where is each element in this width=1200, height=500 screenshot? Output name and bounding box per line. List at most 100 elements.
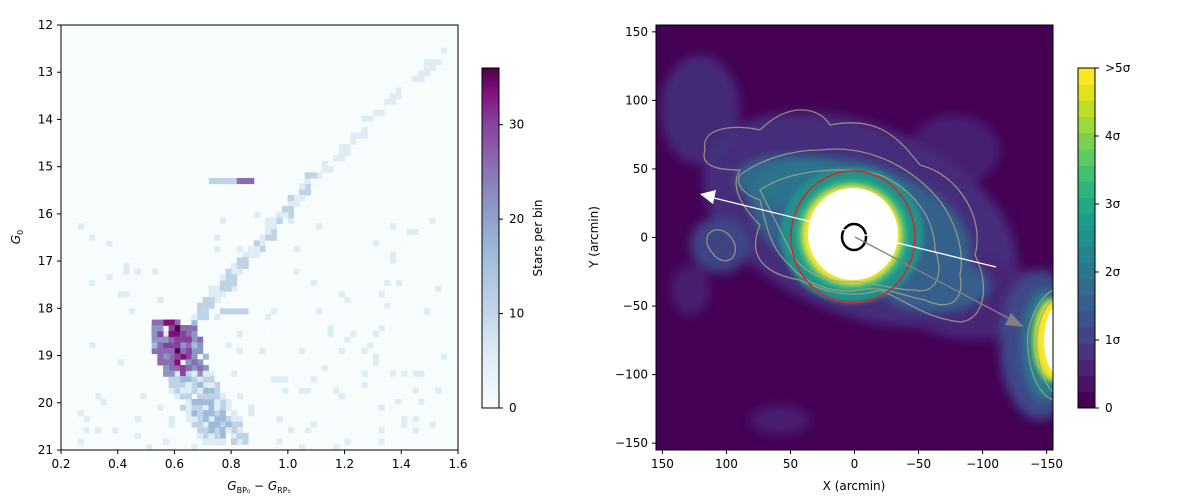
- cmd-density-cell: [333, 353, 340, 360]
- cmd-density-cell: [253, 246, 260, 253]
- cmd-density-cell: [214, 291, 221, 298]
- cmd-density-cell: [197, 178, 204, 185]
- cmd-density-cell: [180, 331, 187, 338]
- cmd-density-cell: [418, 376, 425, 383]
- cmd-density-cell: [276, 404, 283, 411]
- cmd-density-cell: [219, 285, 226, 292]
- cmd-density-cell: [378, 427, 385, 434]
- cmd-density-cell: [157, 178, 164, 185]
- map-x-tick-label: 100: [715, 457, 738, 471]
- cmd-density-cell: [208, 370, 215, 377]
- cmd-density-cell: [327, 348, 334, 355]
- cmd-density-cell: [208, 291, 215, 298]
- cmd-density-cell: [163, 336, 170, 343]
- cmd-density-cell: [418, 348, 425, 355]
- cmd-density-cell: [106, 240, 113, 247]
- cmd-density-cell: [208, 421, 215, 428]
- cmd-density-cell: [202, 178, 209, 185]
- cmd-density-cell: [236, 246, 243, 253]
- cmd-density-cell: [157, 342, 164, 349]
- cmd-density-cell: [202, 427, 209, 434]
- cmd-x-tick-label: 0.6: [165, 457, 184, 471]
- cmd-density-cell: [282, 212, 289, 219]
- cmd-density-cell: [225, 268, 232, 275]
- cmd-density-cell: [191, 342, 198, 349]
- cmd-density-cell: [214, 314, 221, 321]
- cmd-density-cell: [248, 410, 255, 417]
- cmd-density-cell: [208, 387, 215, 394]
- cmd-density-cell: [225, 444, 232, 450]
- cmd-density-cell: [333, 393, 340, 400]
- cmd-density-cell: [423, 64, 431, 71]
- cmd-density-cell: [202, 399, 209, 406]
- cmd-density-cell: [117, 359, 124, 366]
- cmd-density-cell: [418, 76, 425, 83]
- cmd-density-cell: [327, 359, 334, 366]
- cmd-density-cell: [214, 416, 221, 423]
- cmd-density-cell: [219, 421, 226, 428]
- map-x-tick-label: 150: [651, 457, 674, 471]
- cmd-density-cell: [168, 376, 175, 383]
- map-colorbar-band: [1078, 213, 1095, 231]
- cmd-density-cell: [259, 246, 266, 253]
- cmd-density-cell: [157, 348, 164, 355]
- map-colorbar-tick-label: 3σ: [1105, 197, 1121, 211]
- cmd-density-cell: [197, 314, 204, 321]
- cmd-density-cell: [270, 229, 277, 236]
- cmd-density-cell: [197, 348, 204, 355]
- cmd-density-cell: [270, 234, 277, 241]
- cmd-density-cell: [89, 342, 96, 349]
- cmd-density-cell: [219, 433, 226, 440]
- cmd-density-cell: [117, 331, 124, 338]
- cmd-density-cell: [78, 263, 85, 270]
- cmd-density-cell: [129, 308, 136, 315]
- cmd-density-cell: [185, 370, 192, 377]
- cmd-density-cell: [174, 376, 181, 383]
- cmd-density-cell: [412, 427, 419, 434]
- cmd-density-cell: [185, 382, 192, 389]
- cmd-density-cell: [163, 370, 170, 377]
- cmd-density-cell: [89, 246, 96, 253]
- cmd-density-cell: [185, 331, 192, 338]
- white-arrow: [700, 190, 997, 268]
- cmd-density-cell: [185, 365, 192, 372]
- cmd-density-cell: [219, 217, 226, 224]
- cmd-density-cell: [423, 70, 431, 77]
- cmd-density-cell: [219, 268, 226, 275]
- cmd-density-cell: [418, 370, 425, 377]
- cmd-density-cell: [117, 229, 124, 236]
- cmd-density-cell: [378, 268, 385, 275]
- cmd-density-cell: [338, 291, 345, 298]
- cmd-density-cell: [310, 382, 317, 389]
- cmd-density-cell: [185, 404, 192, 411]
- cmd-x-label: GBP₀ − GRP₀: [227, 479, 290, 495]
- cmd-y-tick-label: 20: [38, 396, 53, 410]
- cmd-density-cell: [78, 359, 85, 366]
- cmd-density-cell: [372, 251, 379, 258]
- cmd-y-tick-label: 19: [38, 349, 53, 363]
- cmd-density-cell: [418, 399, 425, 406]
- cmd-density-cell: [185, 178, 192, 185]
- cmd-density-cell: [168, 342, 175, 349]
- cmd-density-cell: [168, 319, 175, 326]
- cmd-colorbar-tick-label: 20: [509, 212, 524, 226]
- cmd-density-cell: [185, 342, 192, 349]
- cmd-density-cell: [299, 348, 306, 355]
- cmd-density-cell: [163, 308, 170, 315]
- cmd-x-tick-label: 0.4: [108, 457, 127, 471]
- cmd-density-cell: [157, 223, 164, 230]
- cmd-density-cell: [435, 297, 442, 304]
- cmd-density-cell: [219, 178, 226, 185]
- cmd-density-cell: [197, 399, 204, 406]
- cmd-density-cell: [333, 444, 340, 450]
- cmd-density-cell: [214, 331, 221, 338]
- cmd-density-cell: [321, 319, 328, 326]
- cmd-density-cell: [214, 438, 221, 445]
- cmd-density-cell: [78, 274, 85, 281]
- cmd-density-cell: [208, 399, 215, 406]
- cmd-density-cell: [378, 223, 385, 230]
- cmd-density-cell: [321, 161, 328, 168]
- cmd-density-cell: [276, 217, 283, 224]
- cmd-density-cell: [78, 223, 85, 230]
- cmd-density-cell: [197, 359, 204, 366]
